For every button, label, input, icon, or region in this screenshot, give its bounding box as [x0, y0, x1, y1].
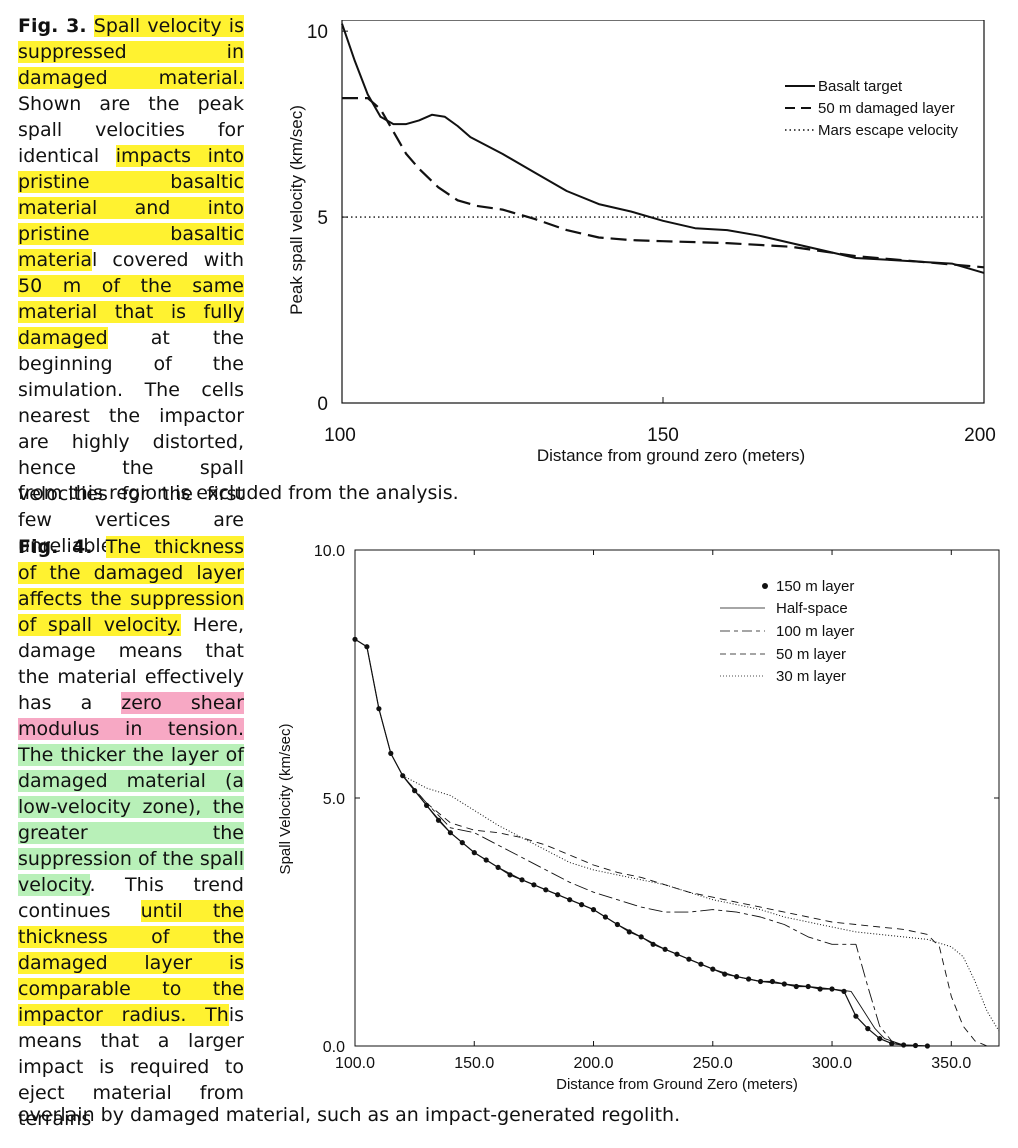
fig4-plot-frame	[354, 549, 1000, 1047]
fig3-legend-basalt: Basalt target	[818, 78, 903, 95]
fig4-legend-halfspace: Half-space	[776, 600, 848, 617]
fig4-caption-part-7: is means that a larger impact is require…	[18, 1004, 244, 1130]
fig4-series-30-m-layer	[402, 775, 1000, 1032]
fig3-legend-damaged: 50 m damaged layer	[818, 100, 955, 117]
fig4-point-150-m-layer	[889, 1040, 895, 1047]
fig4-y-tick-label: 5.0	[323, 791, 345, 808]
fig4-x-tick-label: 200.0	[573, 1055, 613, 1072]
fig3-y-tick-label: 5	[317, 208, 328, 229]
fig4-point-150-m-layer	[865, 1026, 871, 1032]
fig4-chart: 100.0 150.0 200.0 250.0 300.0 350.0 0.0 5.0 10.0…	[277, 543, 1000, 1093]
fig4-caption-part-6: until the thickness of the damaged layer…	[18, 900, 244, 1026]
fig4-legend-50m: 50 m layer	[776, 646, 846, 663]
fig4-point-150-m-layer	[626, 929, 632, 935]
fig3-caption-part-5: at the beginning of the simulation. The …	[18, 327, 244, 557]
fig3-legend-escape: Mars escape velocity	[818, 122, 959, 139]
fig3-y-tick-label: 0	[317, 394, 328, 415]
fig3-x-axis-label: Distance from ground zero (meters)	[537, 446, 805, 465]
fig4-point-150-m-layer	[877, 1036, 883, 1042]
fig4-legend-150m: 150 m layer	[776, 578, 854, 595]
fig4-legend-swatch-150m	[762, 583, 768, 589]
fig4-series-half-space	[354, 638, 928, 1047]
fig3-chart: 100 150 200 0 5 10 Distance from ground zero …	[287, 20, 996, 465]
fig4-caption-number: Fig. 4.	[18, 536, 93, 558]
fig4-caption-part-1: Here, damage means that the material eff…	[18, 614, 245, 714]
fig4-y-tick-label: 10.0	[314, 543, 345, 560]
fig4-point-150-m-layer	[507, 872, 513, 878]
fig3-caption-part-0: Spall velocity is suppressed in damaged …	[18, 15, 244, 89]
fig3-legend: Basalt target 50 m damaged layer Mars es…	[785, 78, 959, 139]
fig4-x-tick-label: 150.0	[454, 1055, 494, 1072]
fig4-legend: 150 m layer Half-space 100 m layer 50 m …	[720, 578, 854, 685]
fig3-caption-tail: from this region is excluded from the an…	[18, 482, 459, 504]
fig4-series-100-m-layer	[402, 775, 904, 1047]
fig3-x-tick-label: 150	[647, 425, 679, 446]
fig4-caption-tail: overlain by damaged material, such as an…	[18, 1104, 681, 1126]
fig3-y-tick-label: 10	[307, 22, 328, 43]
fig4-x-axis-label: Distance from Ground Zero (meters)	[556, 1076, 798, 1093]
fig4-caption: Fig. 4. The thickness of the damaged lay…	[18, 534, 244, 1132]
fig3-x-tick-label: 100	[324, 425, 356, 446]
fig4-point-150-m-layer	[853, 1013, 859, 1019]
fig4-legend-100m: 100 m layer	[776, 623, 854, 640]
fig3-caption: Fig. 3. Spall velocity is suppressed in …	[18, 13, 244, 559]
fig4-point-150-m-layer	[435, 817, 442, 823]
fig4-y-tick-label: 0.0	[323, 1039, 345, 1056]
fig3-series-basalt-target	[341, 23, 985, 274]
fig4-x-tick-label: 250.0	[693, 1055, 733, 1072]
fig3-x-tick-label: 200	[964, 425, 996, 446]
fig4-x-tick-label: 100.0	[335, 1055, 375, 1072]
fig4-series-150-m-layer	[354, 638, 928, 1047]
fig3-caption-number: Fig. 3.	[18, 15, 87, 37]
fig3-caption-part-3: l covered with	[92, 249, 244, 271]
fig4-point-150-m-layer	[650, 941, 656, 947]
fig4-point-150-m-layer	[841, 988, 847, 994]
fig4-x-tick-label: 300.0	[812, 1055, 852, 1072]
fig4-legend-30m: 30 m layer	[776, 668, 846, 685]
fig3-y-axis-label: Peak spall velocity (km/sec)	[287, 105, 306, 315]
fig4-series-50-m-layer	[402, 775, 988, 1047]
fig4-caption-part-5: . This trend continues	[18, 874, 244, 922]
fig3-series-50-m-damaged-layer	[342, 96, 985, 269]
fig3-caption-part-1: Shown are the peak spall velocities for …	[18, 93, 244, 167]
fig4-x-tick-label: 350.0	[931, 1055, 971, 1072]
fig4-y-axis-label: Spall Velocity (km/sec)	[277, 724, 294, 875]
